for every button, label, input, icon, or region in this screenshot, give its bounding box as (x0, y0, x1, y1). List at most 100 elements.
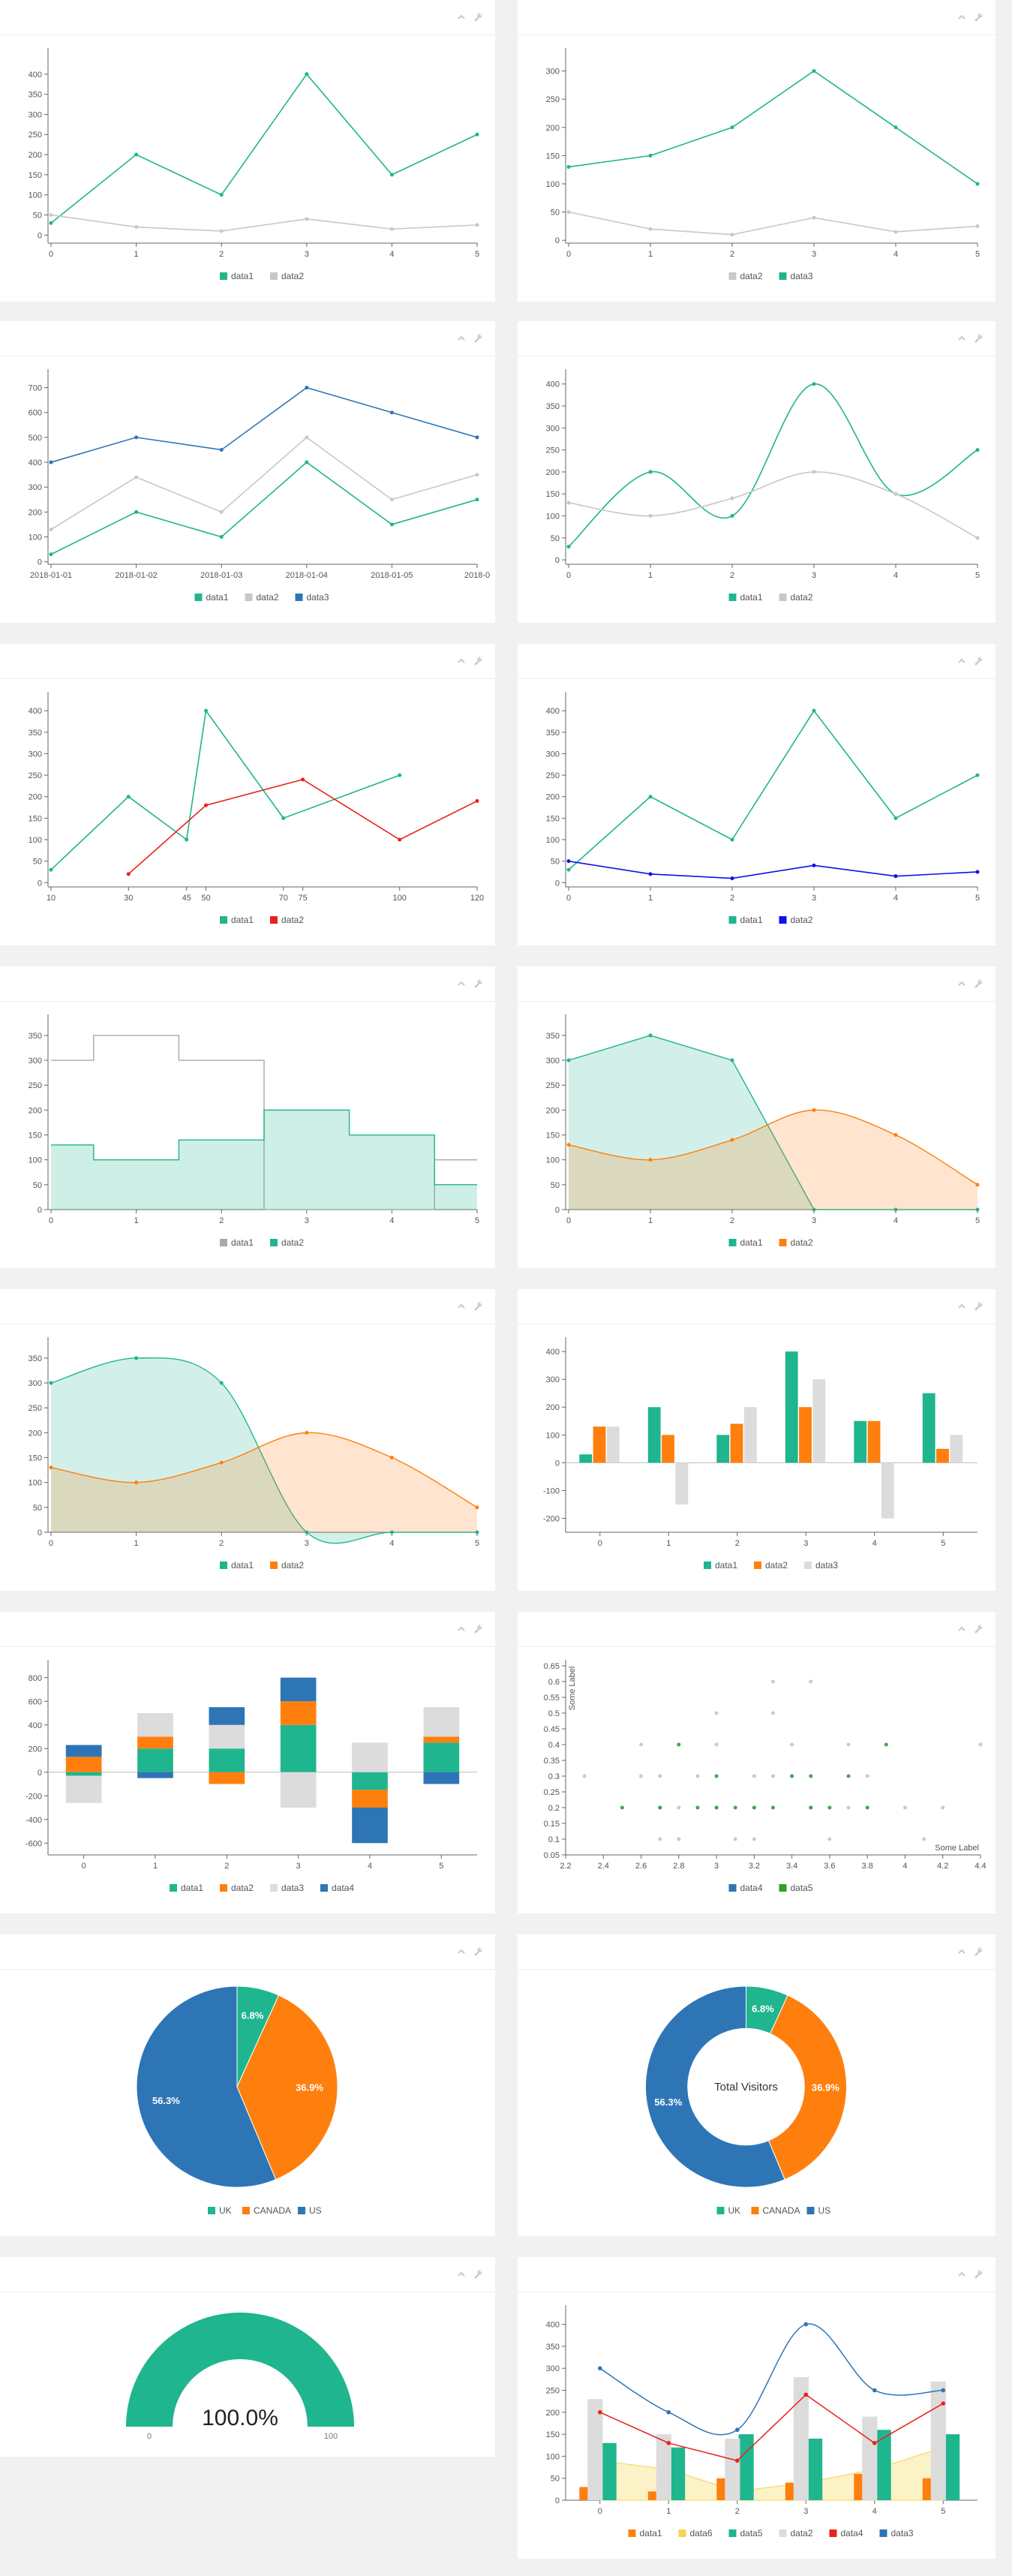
wrench-icon[interactable] (973, 656, 983, 666)
legend-swatch (220, 1562, 227, 1569)
chevron-up-icon[interactable] (456, 656, 467, 666)
legend-item[interactable]: data1 (220, 1237, 254, 1248)
chevron-up-icon[interactable] (456, 333, 467, 344)
wrench-icon[interactable] (473, 978, 483, 989)
x-tick-label: 4 (389, 250, 394, 259)
data-point (734, 2427, 740, 2433)
legend-item[interactable]: UK (716, 2205, 741, 2216)
legend-item[interactable]: data2 (270, 271, 304, 281)
data-point (730, 1058, 734, 1063)
wrench-icon[interactable] (473, 333, 483, 344)
legend-item[interactable]: data5 (728, 2528, 763, 2538)
legend-label: data5 (791, 1883, 813, 1893)
chevron-up-icon[interactable] (956, 1301, 967, 1312)
chevron-up-icon[interactable] (956, 333, 967, 344)
y-tick-label: 150 (29, 814, 42, 823)
legend-item[interactable]: data3 (804, 1560, 838, 1571)
legend-label: data2 (791, 2528, 813, 2538)
pie-slice[interactable] (236, 1994, 338, 2181)
x-tick-label: 2 (219, 1216, 224, 1225)
legend-item[interactable]: data1 (628, 2528, 662, 2538)
y-tick-label: 0 (38, 231, 42, 240)
legend-item[interactable]: data2 (728, 271, 763, 281)
legend-item[interactable]: data1 (704, 1560, 737, 1571)
legend-item[interactable]: data2 (245, 592, 279, 603)
legend-item[interactable]: data3 (295, 592, 329, 603)
legend-item[interactable]: data2 (754, 1560, 788, 1571)
pie-slice[interactable] (645, 1985, 785, 2188)
data-point (49, 221, 53, 225)
legend-item[interactable]: data3 (779, 271, 813, 281)
legend-item[interactable]: data1 (194, 592, 229, 603)
legend-item[interactable]: data1 (220, 915, 254, 925)
wrench-icon[interactable] (473, 1624, 483, 1634)
x-axis: 0 1 2 3 4 5 (566, 886, 980, 903)
series-area (569, 1110, 977, 1210)
x-tick-label: 3.4 (786, 1862, 797, 1871)
pie-slice[interactable] (136, 1985, 277, 2188)
legend-label: data3 (307, 592, 329, 603)
legend-item[interactable]: data5 (779, 1883, 813, 1893)
legend-item[interactable]: data1 (220, 271, 254, 281)
chevron-up-icon[interactable] (956, 656, 967, 666)
legend-item[interactable]: data4 (320, 1883, 354, 1893)
legend-item[interactable]: data1 (220, 1560, 254, 1571)
legend-item[interactable]: data1 (728, 1237, 763, 1248)
wrench-icon[interactable] (973, 1624, 983, 1634)
y-tick-label: 50 (551, 534, 560, 543)
wrench-icon[interactable] (973, 12, 983, 23)
chevron-up-icon[interactable] (456, 1624, 467, 1634)
legend-item[interactable]: data1 (170, 1883, 203, 1893)
chevron-up-icon[interactable] (956, 978, 967, 989)
legend-item[interactable]: data2 (270, 915, 304, 925)
legend-item[interactable]: data2 (779, 1237, 813, 1248)
chevron-up-icon[interactable] (956, 1624, 967, 1634)
legend-item[interactable]: US (806, 2205, 831, 2216)
legend-item[interactable]: CANADA (751, 2205, 800, 2216)
legend-item[interactable]: data4 (728, 1883, 763, 1893)
y-tick-label: 400 (29, 71, 42, 80)
legend-item[interactable]: CANADA (242, 2205, 291, 2216)
chevron-up-icon[interactable] (456, 2269, 467, 2280)
wrench-icon[interactable] (473, 12, 483, 23)
chart-card: 0 50 100 150 200 250 300 0 1 2 3 4 5 data2 data3 (518, 0, 995, 302)
data-point (975, 773, 980, 777)
legend-item[interactable]: UK (208, 2205, 232, 2216)
y-tick-label: 800 (29, 1674, 42, 1683)
legend-item[interactable]: data1 (728, 915, 763, 925)
chevron-up-icon[interactable] (956, 12, 967, 23)
wrench-icon[interactable] (973, 1301, 983, 1312)
wrench-icon[interactable] (973, 2269, 983, 2280)
wrench-icon[interactable] (973, 1946, 983, 1957)
pie-slice[interactable] (767, 1994, 847, 2181)
wrench-icon[interactable] (473, 1301, 483, 1312)
chevron-up-icon[interactable] (956, 1946, 967, 1957)
wrench-icon[interactable] (473, 2269, 483, 2280)
legend-item[interactable]: data6 (678, 2528, 713, 2538)
legend-label: UK (219, 2205, 232, 2216)
chevron-up-icon[interactable] (456, 978, 467, 989)
legend-item[interactable]: data2 (270, 1560, 304, 1571)
x-tick-label: 4.2 (937, 1862, 948, 1871)
wrench-icon[interactable] (473, 656, 483, 666)
legend-item[interactable]: data2 (779, 592, 813, 603)
legend-item[interactable]: data4 (829, 2528, 863, 2538)
chevron-up-icon[interactable] (456, 1301, 467, 1312)
chevron-up-icon[interactable] (956, 2269, 967, 2280)
chevron-up-icon[interactable] (456, 1946, 467, 1957)
legend-item[interactable]: data2 (779, 915, 813, 925)
legend-item[interactable]: data3 (879, 2528, 914, 2538)
wrench-icon[interactable] (973, 333, 983, 344)
wrench-icon[interactable] (973, 978, 983, 989)
legend-item[interactable]: data2 (270, 1237, 304, 1248)
chevron-up-icon[interactable] (456, 12, 467, 23)
legend-item[interactable]: data2 (779, 2528, 813, 2538)
legend-item[interactable]: data1 (728, 592, 763, 603)
legend-item[interactable]: data3 (270, 1883, 304, 1893)
scatter-point (733, 1805, 737, 1810)
legend-item[interactable]: data2 (220, 1883, 254, 1893)
legend-item[interactable]: US (298, 2205, 322, 2216)
x-tick-label: 1 (153, 1862, 158, 1871)
y-tick-label: 400 (29, 707, 42, 716)
wrench-icon[interactable] (473, 1946, 483, 1957)
